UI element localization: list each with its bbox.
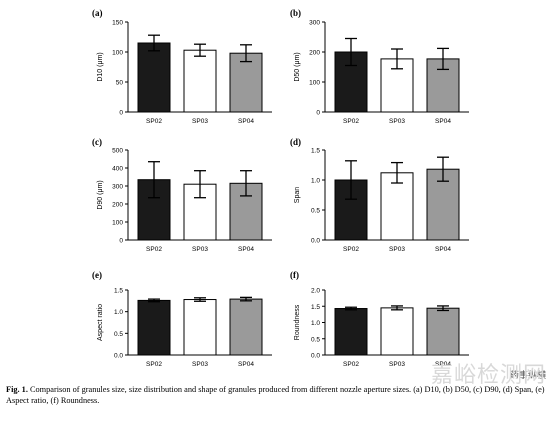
bar [183,49,217,113]
y-axis-label: Roundness [294,304,301,340]
y-tick-label: 300 [112,184,123,191]
bar [137,299,171,356]
y-axis-label: D50 (μm) [294,52,301,81]
y-tick-label: 2.0 [311,288,320,295]
y-tick-label: 0.0 [114,353,123,360]
y-tick-label: 300 [309,20,320,27]
bar [137,42,171,113]
x-tick-label: SP02 [146,118,162,125]
y-tick-label: 1.5 [311,148,320,155]
x-tick-label: SP02 [343,361,359,368]
panel-label: (b) [290,8,301,18]
y-tick-label: 200 [112,202,123,209]
x-tick-label: SP03 [192,118,208,125]
panel-label: (e) [92,270,102,280]
x-tick-label: SP03 [389,118,405,125]
x-tick-label: SP04 [435,118,451,125]
caption-lead: Fig. 1. [6,385,28,394]
y-axis-label: D10 (μm) [97,52,104,81]
panel-label: (c) [92,137,102,147]
y-tick-label: 150 [112,20,123,27]
y-tick-label: 100 [112,50,123,57]
watermark: 嘉峪检测网 [430,363,546,388]
x-tick-label: SP04 [238,361,254,368]
y-tick-label: 1.0 [114,309,123,316]
figure-caption: Fig. 1. Comparison of granules size, siz… [6,384,546,406]
x-tick-label: SP04 [238,246,254,253]
bar [229,52,263,113]
x-tick-label: SP04 [238,118,254,125]
y-tick-label: 100 [112,220,123,227]
x-tick-label: SP03 [389,361,405,368]
y-tick-label: 0.0 [311,353,320,360]
x-tick-label: SP02 [146,361,162,368]
y-axis-label: Span [294,187,301,203]
y-tick-label: 1.0 [311,178,320,185]
y-tick-label: 400 [112,166,123,173]
panel-label: (f) [290,270,299,280]
bar [380,172,414,241]
y-tick-label: 100 [309,80,320,87]
y-tick-label: 0 [119,110,123,117]
bar [334,308,368,356]
y-tick-label: 0 [316,110,320,117]
y-tick-label: 0.5 [311,208,320,215]
panel-label: (a) [92,8,103,18]
x-tick-label: SP03 [389,246,405,253]
bar [426,307,460,356]
y-tick-label: 0.5 [114,331,123,338]
y-tick-label: 0 [119,238,123,245]
y-axis-label: D90 (μm) [97,180,104,209]
watermark-secondary: 药事纵横 [509,371,546,381]
y-axis-label: Aspect ratio [97,304,104,341]
bar [380,307,414,356]
y-tick-label: 1.5 [311,304,320,311]
x-tick-label: SP02 [343,118,359,125]
x-tick-label: SP04 [435,246,451,253]
x-tick-label: SP03 [192,361,208,368]
y-tick-label: 1.0 [311,320,320,327]
x-tick-label: SP04 [435,361,451,368]
x-tick-label: SP03 [192,246,208,253]
y-tick-label: 500 [112,148,123,155]
x-tick-label: SP02 [146,246,162,253]
y-tick-label: 200 [309,50,320,57]
bar [229,298,263,356]
bar [183,299,217,356]
panel-label: (d) [290,137,301,147]
y-tick-label: 50 [116,80,124,87]
x-tick-label: SP02 [343,246,359,253]
y-tick-label: 1.5 [114,288,123,295]
caption-text: Comparison of granules size, size distri… [6,385,545,405]
y-tick-label: 0.0 [311,238,320,245]
y-tick-label: 0.5 [311,336,320,343]
